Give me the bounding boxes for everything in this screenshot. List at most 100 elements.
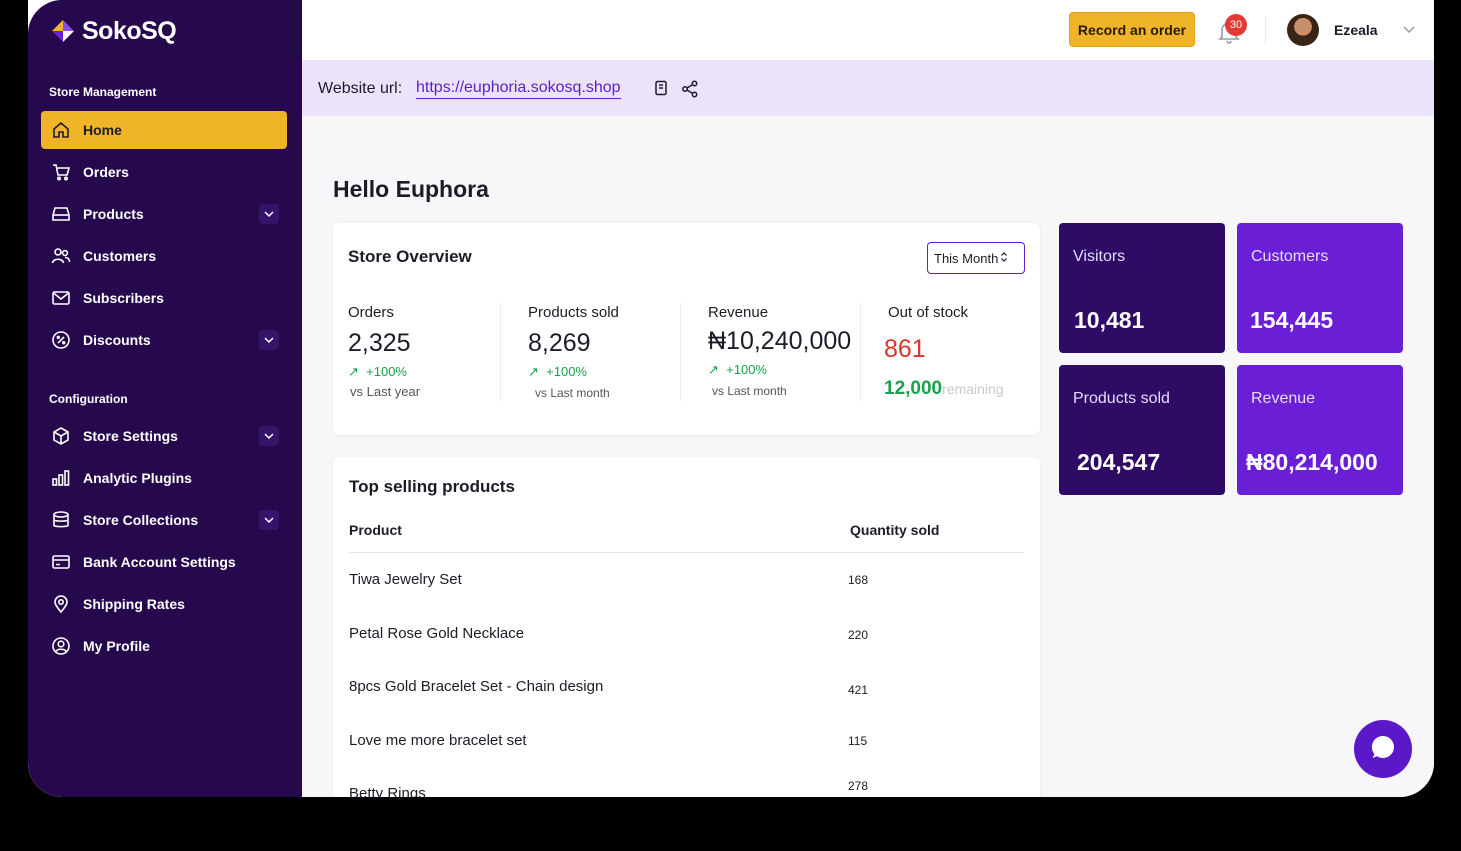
url-actions (653, 80, 699, 103)
period-select[interactable]: This Month (927, 242, 1025, 274)
sidebar-item-label: Orders (83, 164, 129, 180)
stat-divider (500, 303, 501, 401)
trend-up-icon: ↗ (528, 364, 539, 379)
chat-button[interactable] (1354, 720, 1412, 778)
users-icon (50, 245, 72, 267)
tile-label: Revenue (1251, 390, 1316, 407)
card-icon (50, 551, 72, 573)
chevron-down-icon[interactable] (1402, 22, 1416, 41)
store-overview-title: Store Overview (348, 247, 472, 266)
stat-orders: Orders 2,325 ↗ +100% vs Last year (348, 304, 420, 399)
header-divider (349, 552, 1024, 553)
chevron-down-icon[interactable] (259, 330, 279, 350)
config-nav: Store Settings Analytic Plugins Store Co… (41, 417, 287, 669)
brand-logo[interactable]: SokoSQ (48, 16, 177, 46)
stat-value: ₦10,240,000 (708, 327, 852, 355)
chevron-down-icon[interactable] (259, 510, 279, 530)
sidebar-item-discounts[interactable]: Discounts (41, 321, 287, 359)
tile-value: 154,445 (1250, 307, 1334, 333)
tile-visitors: Visitors 10,481 (1059, 223, 1225, 353)
inbox-icon (50, 203, 72, 225)
sidebar-item-orders[interactable]: Orders (41, 153, 287, 191)
sidebar-item-label: Discounts (83, 332, 151, 348)
chevron-down-icon[interactable] (259, 426, 279, 446)
table-row[interactable]: Petal Rose Gold Necklace (349, 625, 525, 642)
stat-label: Out of stock (888, 304, 969, 321)
tile-customers: Customers 154,445 (1237, 223, 1403, 353)
stat-sub: vs Last month (712, 384, 787, 398)
table-row[interactable]: Betty Rings (349, 785, 426, 797)
sidebar-item-label: Store Collections (83, 512, 199, 528)
sidebar-item-bank-account-settings[interactable]: Bank Account Settings (41, 543, 287, 581)
table-row[interactable]: Love me more bracelet set (349, 732, 527, 749)
table-row[interactable]: 8pcs Gold Bracelet Set - Chain design (349, 678, 604, 695)
sidebar-item-label: Home (83, 122, 122, 138)
top-selling-card: Top selling products Product Quantity so… (333, 457, 1040, 797)
trend-up-icon: ↗ (708, 362, 719, 377)
stat-value: 861 (884, 335, 926, 363)
tile-value: ₦80,214,000 (1246, 449, 1378, 475)
sidebar-item-my-profile[interactable]: My Profile (41, 627, 287, 665)
mail-icon (50, 287, 72, 309)
tile-label: Visitors (1073, 248, 1126, 265)
sidebar-item-subscribers[interactable]: Subscribers (41, 279, 287, 317)
chat-bubble-icon (1369, 733, 1397, 766)
row-quantity: 115 (848, 734, 868, 748)
row-quantity: 421 (848, 683, 869, 697)
tile-value: 10,481 (1074, 307, 1145, 333)
stock-remaining: 12,000remaining (884, 378, 1004, 400)
sidebar-item-label: My Profile (83, 638, 150, 654)
database-icon (50, 509, 72, 531)
avatar[interactable] (1287, 14, 1319, 46)
record-order-button[interactable]: Record an order (1069, 12, 1195, 47)
stat-trend: ↗ +100% (348, 364, 407, 379)
page-title: Hello Euphora (333, 176, 489, 202)
sidebar-item-home[interactable]: Home (41, 111, 287, 149)
stat-label: Products sold (528, 304, 619, 321)
sidebar-item-customers[interactable]: Customers (41, 237, 287, 275)
user-name[interactable]: Ezeala (1334, 22, 1378, 38)
stat-trend: ↗ +100% (708, 362, 767, 377)
column-header-product: Product (349, 522, 402, 538)
remaining-label: remaining (942, 381, 1004, 397)
sidebar-item-store-settings[interactable]: Store Settings (41, 417, 287, 455)
sidebar-item-analytic-plugins[interactable]: Analytic Plugins (41, 459, 287, 497)
table-row[interactable]: Tiwa Jewelry Set (349, 571, 462, 588)
cube-icon (50, 425, 72, 447)
stat-sub: vs Last month (535, 386, 610, 400)
stat-divider (680, 303, 681, 401)
home-icon (50, 119, 72, 141)
sidebar: SokoSQ Store Management Home Orders Pro (28, 0, 302, 797)
cart-icon (50, 161, 72, 183)
sidebar-item-label: Shipping Rates (83, 596, 185, 612)
stat-label: Revenue (708, 304, 769, 321)
tile-label: Products sold (1073, 390, 1170, 407)
section-configuration: Configuration (49, 392, 128, 406)
brand-name: SokoSQ (82, 16, 177, 45)
sidebar-item-label: Bank Account Settings (83, 554, 236, 570)
topbar: Record an order 30 Ezeala (302, 0, 1434, 60)
discount-icon (50, 329, 72, 351)
row-quantity: 278 (848, 779, 869, 793)
sidebar-item-products[interactable]: Products (41, 195, 287, 233)
trend-up-icon: ↗ (348, 364, 359, 379)
store-overview-card: Store Overview This Month Orders 2,325 ↗… (333, 223, 1040, 435)
sidebar-item-store-collections[interactable]: Store Collections (41, 501, 287, 539)
sort-arrows-icon (1000, 251, 1008, 266)
logo-icon (48, 16, 78, 46)
website-url-bar: Website url: https://euphoria.sokosq.sho… (302, 60, 1434, 116)
website-url-label: Website url: (318, 80, 403, 97)
store-nav: Home Orders Products (41, 111, 287, 363)
tile-value: 204,547 (1077, 449, 1161, 475)
stat-label: Orders (348, 304, 394, 321)
section-store-management: Store Management (49, 85, 157, 99)
sidebar-item-shipping-rates[interactable]: Shipping Rates (41, 585, 287, 623)
copy-icon[interactable] (653, 80, 669, 103)
chevron-down-icon[interactable] (259, 204, 279, 224)
tile-label: Customers (1251, 248, 1329, 265)
share-icon[interactable] (681, 80, 699, 103)
row-quantity: 220 (848, 628, 869, 642)
website-url-link[interactable]: https://euphoria.sokosq.shop (416, 79, 621, 99)
remaining-value: 12,000 (884, 378, 943, 399)
stat-value: 2,325 (348, 329, 411, 357)
